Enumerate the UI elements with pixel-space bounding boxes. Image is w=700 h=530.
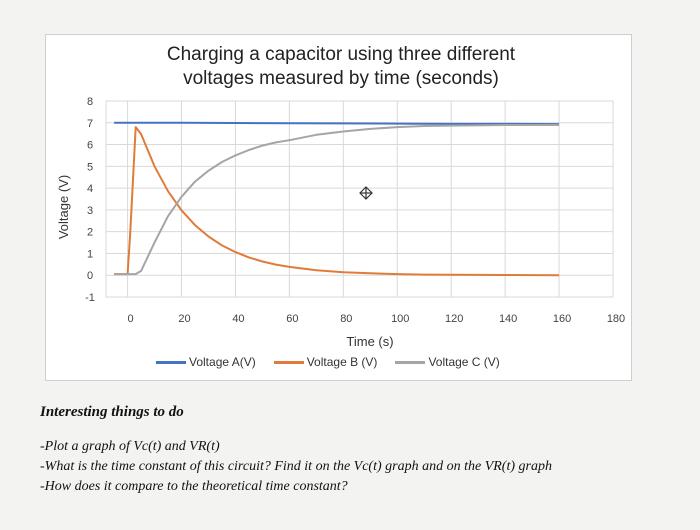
note-line-3: -How does it compare to the theoretical … [40,479,348,494]
y-tick-label: 1 [87,248,93,260]
x-tick-label: 60 [286,313,298,325]
y-axis-title: Voltage (V) [56,175,71,239]
y-tick-label: 0 [87,270,93,282]
x-tick-label: 100 [391,313,409,325]
legend-item-voltage-a: Voltage A(V) [156,355,256,369]
plot-area [105,100,614,298]
x-tick-label: 20 [178,313,190,325]
x-tick-label: 160 [553,313,571,325]
legend-swatch-voltage-a [156,360,186,364]
x-tick-label: 40 [232,313,244,325]
chart-panel: -1 0 1 2 3 4 5 6 7 8 0 20 40 60 80 100 120 140 160 180 Volt… [45,34,632,381]
y-tick-label: -1 [85,292,95,304]
notes: Interesting things to do -Plot a graph o… [40,404,680,497]
legend-swatch-voltage-b [273,360,304,364]
note-line-1: -Plot a graph of Vc(t) and VR(t) [40,439,220,454]
legend-label-voltage-c: Voltage C (V) [428,355,500,369]
series-line-voltage-b [114,126,560,277]
y-tick-label: 5 [87,161,93,173]
chart-title-line2: voltages measured by time (seconds) [183,68,499,89]
x-tick-label: 0 [128,313,134,325]
y-tick-label: 3 [87,205,93,217]
legend-swatch-voltage-c [395,360,426,364]
chart-title: Charging a capacitor using three differe… [106,43,576,91]
series-line-voltage-a [114,121,560,126]
legend-label-voltage-a: Voltage A(V) [189,355,256,369]
legend: Voltage A(V) Voltage B (V) Voltage C (V) [156,355,576,369]
series-line-voltage-c [114,124,560,276]
note-line-2: -What is the time constant of this circu… [40,459,552,474]
x-tick-label: 120 [445,313,463,325]
legend-item-voltage-c: Voltage C (V) [395,355,500,369]
legend-item-voltage-b: Voltage B (V) [273,355,378,369]
legend-label-voltage-b: Voltage B (V) [306,355,378,369]
x-tick-label: 180 [607,313,625,325]
y-tick-label: 2 [87,227,93,239]
move-cursor-icon [359,186,373,200]
y-tick-label: 4 [87,183,93,195]
y-tick-label: 7 [87,118,93,130]
y-tick-label: 8 [87,96,93,108]
x-axis-title: Time (s) [346,334,393,349]
chart-title-line1: Charging a capacitor using three differe… [166,44,516,65]
x-tick-label: 140 [499,313,517,325]
notes-heading: Interesting things to do [40,404,184,420]
y-tick-label: 6 [87,140,93,152]
x-tick-label: 80 [340,313,352,325]
